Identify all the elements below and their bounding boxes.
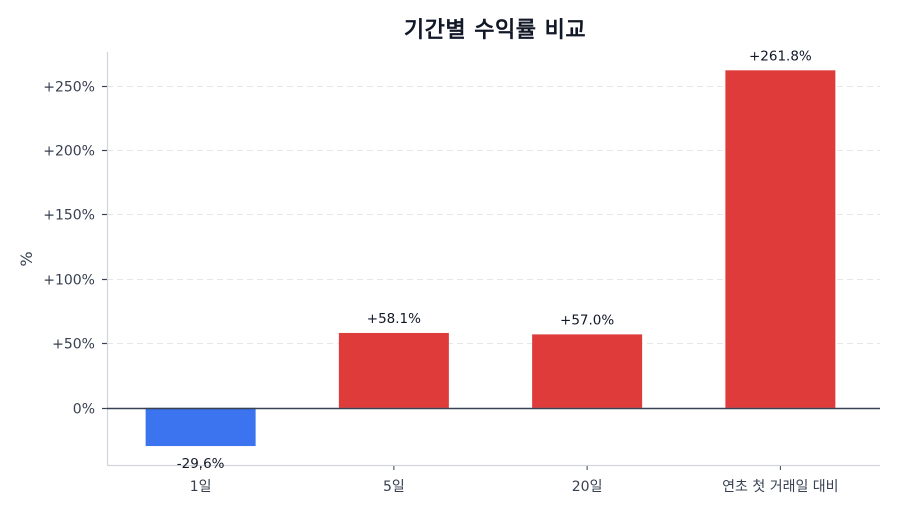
chart-title: 기간별 수익률 비교 xyxy=(403,18,587,43)
y-axis-label: % xyxy=(17,251,36,266)
bars xyxy=(145,70,836,447)
x-tick-label: 20일 xyxy=(572,479,603,495)
y-tick-label: +150% xyxy=(43,208,95,224)
x-tick-label: 연초 첫 거래일 대비 xyxy=(722,479,838,495)
bar-value-label: +261.8% xyxy=(749,48,812,64)
bar xyxy=(725,70,836,408)
axes: 0% +50% +100% +150% +200% +250% 1일 5일 20일 연초 첫 거래… xyxy=(43,52,880,495)
bar xyxy=(532,334,643,408)
y-tick-label: +200% xyxy=(43,144,95,160)
value-labels: -29.6% +58.1% +57.0% +261.8% xyxy=(177,48,812,472)
bar xyxy=(145,407,256,447)
bar xyxy=(338,332,449,408)
x-tick-label: 5일 xyxy=(383,479,405,495)
bar-value-label: -29.6% xyxy=(177,456,225,472)
bar-value-label: +58.1% xyxy=(367,311,421,327)
x-tick-label: 1일 xyxy=(190,479,212,495)
y-tick-label: +250% xyxy=(43,80,95,96)
y-tick-label: +50% xyxy=(52,337,95,353)
y-tick-label: +100% xyxy=(43,273,95,289)
y-tick-label: 0% xyxy=(73,402,95,418)
bar-value-label: +57.0% xyxy=(560,312,614,328)
